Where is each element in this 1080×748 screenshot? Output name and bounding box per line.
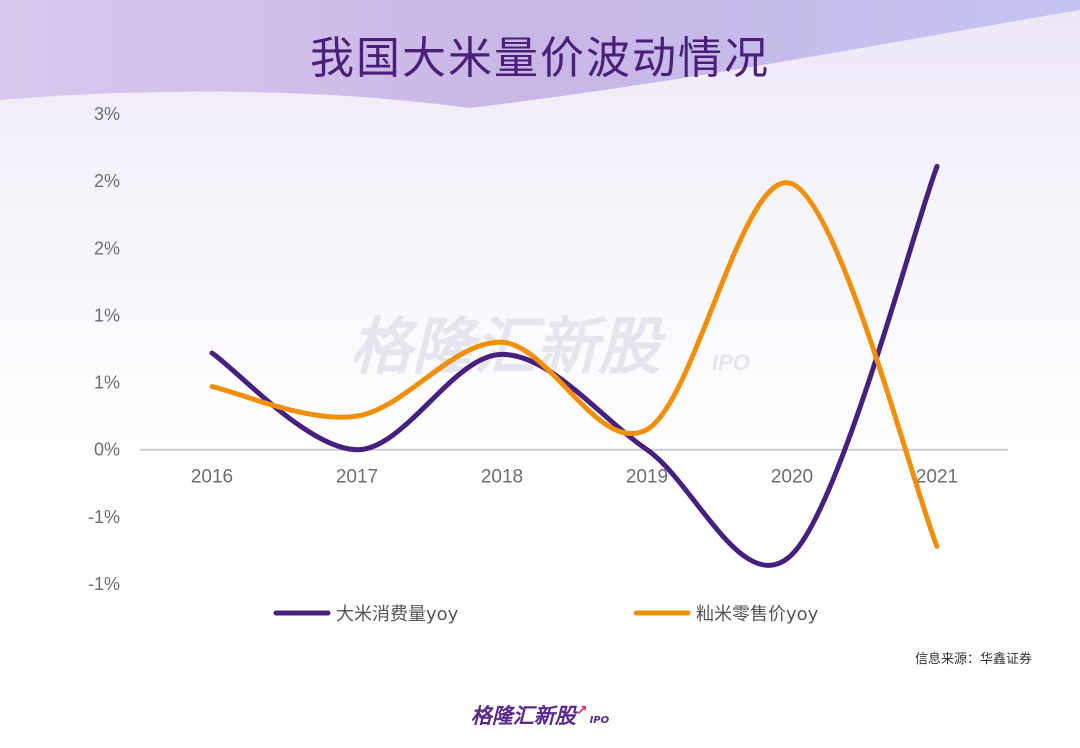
legend-label: 大米消费量yoy	[336, 604, 459, 625]
y-tick-label: 2%	[94, 238, 120, 258]
source-note: 信息来源：华鑫证券	[914, 652, 1032, 667]
y-tick-label: 0%	[94, 440, 120, 460]
x-tick-label: 2016	[191, 467, 233, 488]
y-tick-label: 1%	[94, 305, 120, 325]
x-tick-label: 2021	[916, 467, 958, 488]
footer-logo-suffix: IPO	[589, 715, 610, 726]
footer-logo: 格隆汇新股↗IPO	[0, 700, 1080, 730]
y-tick-label: -1%	[88, 574, 120, 594]
watermark-text: 格隆汇新股	[350, 310, 667, 383]
legend: 大米消费量yoy 籼米零售价yoy	[273, 604, 819, 625]
y-axis: 3% 2% 2% 1% 1% 0% -1% -1%	[88, 104, 120, 594]
series-line-price	[209, 180, 940, 549]
y-tick-label: 3%	[94, 104, 120, 124]
x-tick-label: 2018	[481, 467, 523, 488]
y-tick-label: 1%	[94, 373, 120, 393]
y-tick-label: 2%	[94, 171, 120, 191]
watermark: 格隆汇新股 IPO	[350, 310, 750, 383]
series-line-consumption	[209, 163, 940, 568]
watermark-suffix: IPO	[712, 350, 750, 375]
y-tick-label: -1%	[88, 507, 120, 527]
x-tick-label: 2017	[336, 467, 378, 488]
series-lines	[209, 163, 940, 568]
legend-label: 籼米零售价yoy	[696, 604, 819, 625]
page-title: 我国大米量价波动情况	[310, 33, 770, 84]
header-banner	[0, 0, 1080, 108]
x-tick-label: 2019	[626, 467, 668, 488]
trend-arrow-icon: ↗	[575, 703, 588, 719]
footer-logo-text: 格隆汇新股	[470, 704, 576, 728]
x-axis: 2016 2017 2018 2019 2020 2021	[191, 467, 958, 488]
x-tick-label: 2020	[771, 467, 813, 488]
